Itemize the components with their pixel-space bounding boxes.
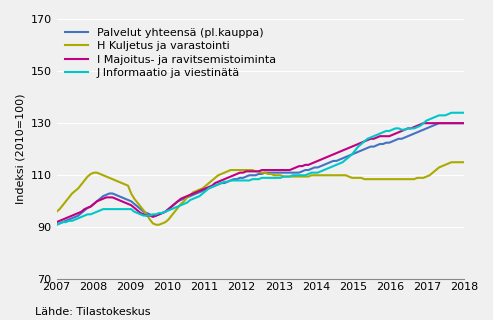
J Informaatio ja viestinätä bbox=[88, 212, 94, 216]
Palvelut yhteensä (pl.kauppa) bbox=[104, 193, 109, 197]
J Informaatio ja viestinätä bbox=[380, 130, 386, 134]
I Majoitus- ja ravitsemistoiminta bbox=[178, 197, 184, 201]
J Informaatio ja viestinätä bbox=[449, 111, 455, 115]
I Majoitus- ja ravitsemistoiminta bbox=[461, 121, 467, 125]
Palvelut yhteensä (pl.kauppa) bbox=[54, 223, 60, 227]
I Majoitus- ja ravitsemistoiminta bbox=[54, 220, 60, 224]
Legend: Palvelut yhteensä (pl.kauppa), H Kuljetus ja varastointi, I Majoitus- ja ravitse: Palvelut yhteensä (pl.kauppa), H Kuljetu… bbox=[62, 25, 279, 81]
Palvelut yhteensä (pl.kauppa) bbox=[436, 121, 442, 125]
Palvelut yhteensä (pl.kauppa) bbox=[461, 121, 467, 125]
Text: Lähde: Tilastokeskus: Lähde: Tilastokeskus bbox=[35, 307, 150, 317]
I Majoitus- ja ravitsemistoiminta bbox=[190, 192, 196, 196]
Palvelut yhteensä (pl.kauppa) bbox=[383, 141, 389, 145]
Palvelut yhteensä (pl.kauppa) bbox=[190, 193, 196, 197]
J Informaatio ja viestinätä bbox=[178, 203, 184, 207]
J Informaatio ja viestinätä bbox=[104, 207, 109, 211]
H Kuljetus ja varastointi bbox=[104, 175, 109, 179]
H Kuljetus ja varastointi bbox=[181, 199, 187, 203]
J Informaatio ja viestinätä bbox=[54, 223, 60, 227]
I Majoitus- ja ravitsemistoiminta bbox=[88, 204, 94, 208]
J Informaatio ja viestinätä bbox=[190, 197, 196, 201]
H Kuljetus ja varastointi bbox=[449, 160, 455, 164]
Palvelut yhteensä (pl.kauppa) bbox=[88, 204, 94, 208]
J Informaatio ja viestinätä bbox=[383, 129, 389, 133]
Line: H Kuljetus ja varastointi: H Kuljetus ja varastointi bbox=[57, 162, 464, 225]
Line: I Majoitus- ja ravitsemistoiminta: I Majoitus- ja ravitsemistoiminta bbox=[57, 123, 464, 222]
I Majoitus- ja ravitsemistoiminta bbox=[104, 196, 109, 199]
I Majoitus- ja ravitsemistoiminta bbox=[383, 134, 389, 138]
I Majoitus- ja ravitsemistoiminta bbox=[380, 134, 386, 138]
Line: J Informaatio ja viestinätä: J Informaatio ja viestinätä bbox=[57, 113, 464, 225]
H Kuljetus ja varastointi bbox=[54, 210, 60, 214]
Line: Palvelut yhteensä (pl.kauppa): Palvelut yhteensä (pl.kauppa) bbox=[57, 123, 464, 225]
H Kuljetus ja varastointi bbox=[387, 177, 392, 181]
Palvelut yhteensä (pl.kauppa) bbox=[380, 142, 386, 146]
Y-axis label: Indeksi (2010=100): Indeksi (2010=100) bbox=[15, 94, 25, 204]
H Kuljetus ja varastointi bbox=[194, 189, 200, 193]
H Kuljetus ja varastointi bbox=[461, 160, 467, 164]
H Kuljetus ja varastointi bbox=[383, 177, 389, 181]
J Informaatio ja viestinätä bbox=[461, 111, 467, 115]
Palvelut yhteensä (pl.kauppa) bbox=[178, 198, 184, 202]
I Majoitus- ja ravitsemistoiminta bbox=[421, 121, 426, 125]
H Kuljetus ja varastointi bbox=[153, 223, 159, 227]
H Kuljetus ja varastointi bbox=[88, 172, 94, 176]
